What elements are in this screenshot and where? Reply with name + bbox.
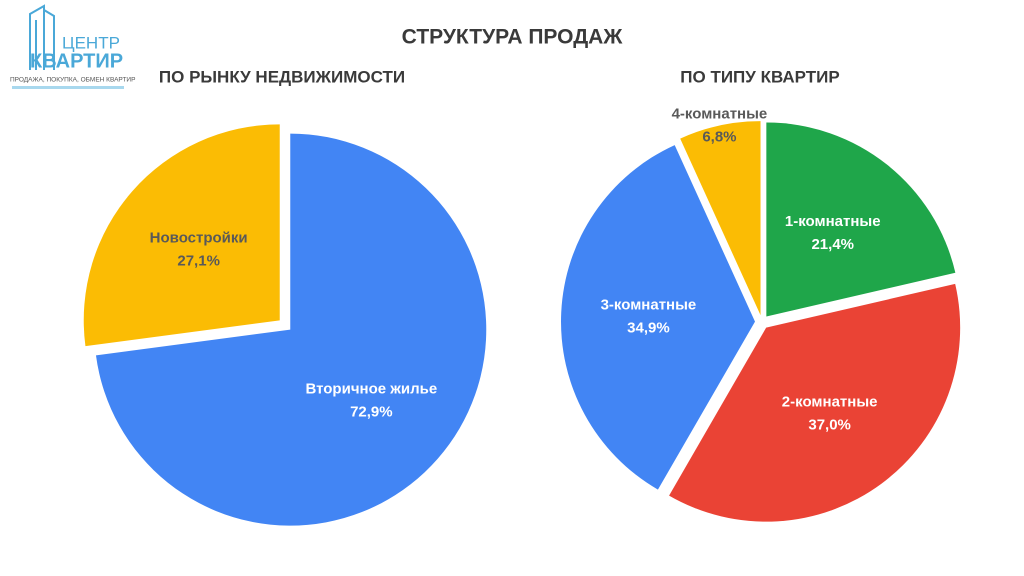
logo-line: КВАРТИР xyxy=(30,50,123,72)
slice-value: 72,9% xyxy=(350,404,393,421)
pie-slice xyxy=(669,283,961,522)
slice-label: 2-комнатные xyxy=(782,393,878,410)
slice-label: 3-комнатные xyxy=(601,296,697,313)
slice-value: 37,0% xyxy=(808,416,851,433)
slice-label: Вторичное жилье xyxy=(305,381,437,398)
logo-tagline: ПРОДАЖА, ПОКУПКА, ОБМЕН КВАРТИР xyxy=(10,77,135,84)
slice-label: 1-комнатные xyxy=(785,213,881,230)
slice-value: 6,8% xyxy=(702,129,736,146)
logo-bar xyxy=(12,86,124,89)
pie-slice xyxy=(680,121,761,316)
pie-slice xyxy=(83,124,280,347)
slide-title: СТРУКТУРА ПРОДАЖ xyxy=(402,26,624,49)
pie-slice xyxy=(561,145,756,490)
slice-label: 4-комнатные xyxy=(672,106,768,123)
slice-value: 34,9% xyxy=(627,319,670,336)
logo-building xyxy=(29,4,55,70)
logo: ЦЕНТР КВАРТИР ПРОДАЖА, ПОКУПКА, ОБМЕН КВ… xyxy=(10,4,135,89)
slice-value: 21,4% xyxy=(811,236,854,253)
chart-subtitle: ПО РЫНКУ НЕДВИЖИМОСТИ xyxy=(159,67,405,86)
slice-value: 27,1% xyxy=(177,252,220,269)
chart-subtitle: ПО ТИПУ КВАРТИР xyxy=(680,67,839,86)
slice-label: Новостройки xyxy=(150,229,248,246)
logo-line: ЦЕНТР xyxy=(62,33,120,52)
pie-slice xyxy=(95,133,487,526)
pie-slice xyxy=(766,122,956,317)
